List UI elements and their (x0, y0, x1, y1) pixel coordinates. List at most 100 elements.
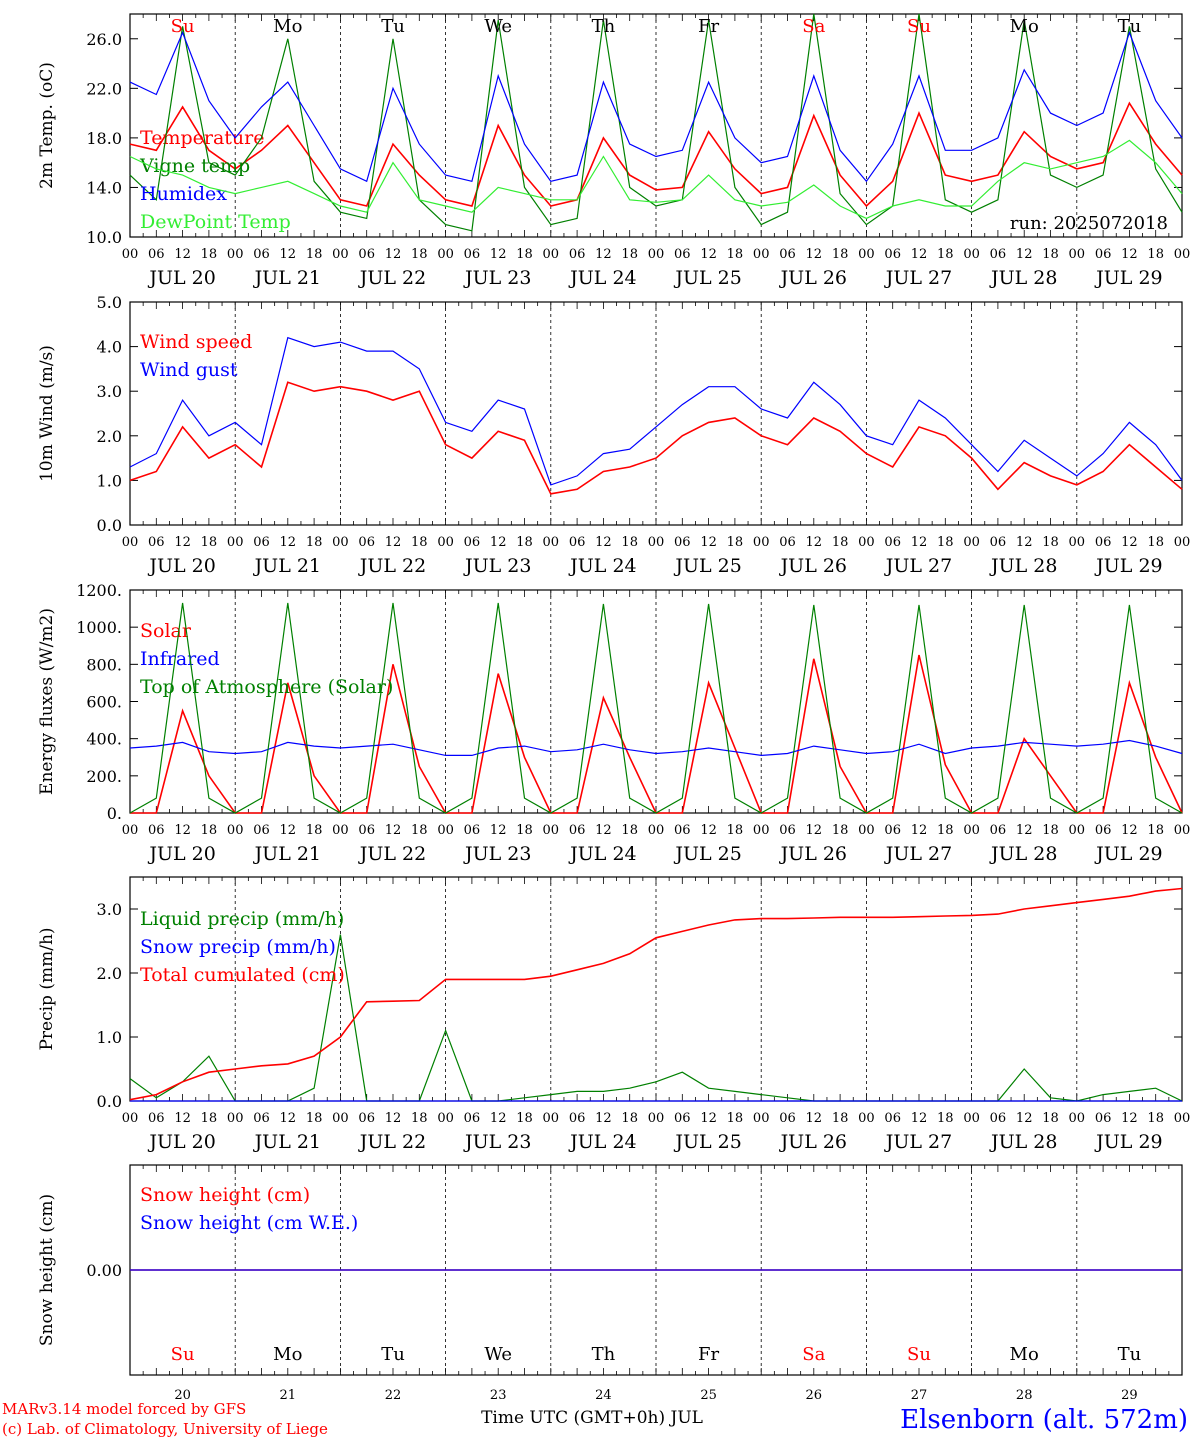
day-name: We (484, 16, 512, 37)
hour-tick-label: 18 (727, 1111, 744, 1126)
hour-tick-label: 06 (990, 535, 1007, 550)
hour-tick-label: 18 (727, 823, 744, 838)
series-line-wind-gust (129, 336, 1183, 486)
hour-tick-label: 00 (963, 535, 980, 550)
y-tick-label: 0. (107, 804, 122, 823)
station-name: Elsenborn (alt. 572m) (900, 1405, 1188, 1435)
hour-tick-label: 00 (1174, 247, 1191, 262)
hour-tick-label: 12 (700, 1111, 717, 1126)
hour-tick-label: 00 (437, 535, 454, 550)
y-tick-label: 800. (86, 655, 122, 674)
date-label: JUL 25 (673, 843, 741, 865)
hour-tick-label: 12 (490, 823, 507, 838)
date-label: JUL 23 (463, 555, 531, 577)
hour-tick-label: 18 (411, 535, 428, 550)
hour-tick-label: 06 (358, 535, 375, 550)
day-name-bottom: Tu (1118, 1344, 1142, 1365)
hour-tick-label: 06 (674, 823, 691, 838)
y-tick-label: 0.0 (97, 516, 122, 535)
legend-entry: Humidex (140, 183, 227, 205)
hour-tick-label: 06 (990, 247, 1007, 262)
hour-tick-label: 12 (806, 823, 823, 838)
hour-tick-label: 12 (700, 535, 717, 550)
hour-tick-label: 18 (516, 1111, 533, 1126)
day-name-bottom: Tu (381, 1344, 405, 1365)
hour-tick-label: 12 (490, 1111, 507, 1126)
y-tick-label: 22.0 (86, 79, 122, 98)
hour-tick-label: 00 (858, 535, 875, 550)
hour-tick-label: 18 (1147, 823, 1164, 838)
hour-tick-label: 00 (543, 823, 560, 838)
hour-tick-label: 12 (174, 535, 191, 550)
hour-tick-label: 06 (253, 823, 270, 838)
legend-entry: Liquid precip (mm/h) (140, 908, 344, 930)
date-label: JUL 26 (779, 843, 847, 865)
hour-tick-label: 06 (674, 1111, 691, 1126)
hour-tick-label: 00 (437, 823, 454, 838)
day-name-bottom: Th (592, 1344, 616, 1365)
hour-tick-label: 18 (1042, 1111, 1059, 1126)
y-tick-label: 0.00 (86, 1261, 122, 1280)
hour-tick-label: 18 (621, 247, 638, 262)
y-axis-label: Snow height (cm) (37, 1194, 57, 1346)
hour-tick-label: 12 (595, 535, 612, 550)
date-label: JUL 24 (568, 555, 636, 577)
day-name-bottom: Mo (1010, 1344, 1039, 1365)
hour-tick-label: 18 (201, 247, 218, 262)
series-line-wind-speed (129, 381, 1183, 495)
hour-tick-label: 06 (148, 535, 165, 550)
series-line-infrared (129, 739, 1183, 757)
hour-tick-label: 12 (280, 247, 297, 262)
date-label: JUL 27 (884, 1131, 952, 1153)
y-tick-label: 1200. (76, 581, 122, 600)
date-label: JUL 27 (884, 555, 952, 577)
hour-tick-label: 12 (700, 247, 717, 262)
hour-tick-label: 00 (1069, 535, 1086, 550)
series-line-top-of-atmosphere-solar- (129, 602, 1183, 814)
hour-tick-label: 06 (464, 1111, 481, 1126)
date-label: JUL 23 (463, 267, 531, 289)
y-tick-label: 1000. (76, 618, 122, 637)
panel-2: 0.0 1.0 2.0 3.0 4.0 5.0 10m Wind (m/s) Wind spe… (37, 293, 1190, 577)
date-label: JUL 21 (253, 267, 321, 289)
hour-tick-label: 00 (963, 823, 980, 838)
hour-tick-label: 06 (884, 535, 901, 550)
day-number: 20 (174, 1388, 191, 1403)
hour-tick-label: 00 (648, 823, 665, 838)
hour-tick-label: 12 (280, 823, 297, 838)
model-credit: MARv3.14 model forced by GFS (2, 1400, 246, 1418)
legend-entry: Snow height (cm) (140, 1184, 310, 1206)
y-tick-label: 200. (86, 767, 122, 786)
hour-tick-label: 12 (911, 823, 928, 838)
hour-tick-label: 12 (385, 823, 402, 838)
hour-tick-label: 12 (911, 1111, 928, 1126)
day-name: Su (907, 16, 931, 37)
hour-tick-label: 06 (1095, 823, 1112, 838)
date-label: JUL 22 (358, 1131, 426, 1153)
hour-tick-label: 06 (779, 1111, 796, 1126)
day-name: Tu (381, 16, 405, 37)
hour-tick-label: 06 (1095, 535, 1112, 550)
hour-tick-label: 06 (674, 535, 691, 550)
series-line-vigne-temp (129, 13, 1183, 232)
hour-tick-label: 00 (122, 1111, 139, 1126)
hour-tick-label: 18 (306, 1111, 323, 1126)
hour-tick-label: 18 (306, 823, 323, 838)
hour-tick-label: 06 (990, 823, 1007, 838)
hour-tick-label: 00 (122, 823, 139, 838)
date-label: JUL 25 (673, 267, 741, 289)
plot-frame (129, 589, 1183, 814)
hour-tick-label: 18 (1042, 535, 1059, 550)
hour-tick-label: 00 (332, 535, 349, 550)
hour-tick-label: 18 (832, 247, 849, 262)
hour-tick-label: 18 (1147, 1111, 1164, 1126)
hour-tick-label: 06 (253, 1111, 270, 1126)
series-line-dewpoint-temp (129, 139, 1183, 220)
lab-credit: (c) Lab. of Climatology, University of L… (2, 1420, 328, 1438)
hour-tick-label: 18 (201, 535, 218, 550)
date-label: JUL 27 (884, 267, 952, 289)
hour-tick-label: 12 (1016, 535, 1033, 550)
hour-tick-label: 12 (1121, 823, 1138, 838)
hour-tick-label: 18 (937, 823, 954, 838)
y-tick-label: 2.0 (97, 964, 122, 983)
